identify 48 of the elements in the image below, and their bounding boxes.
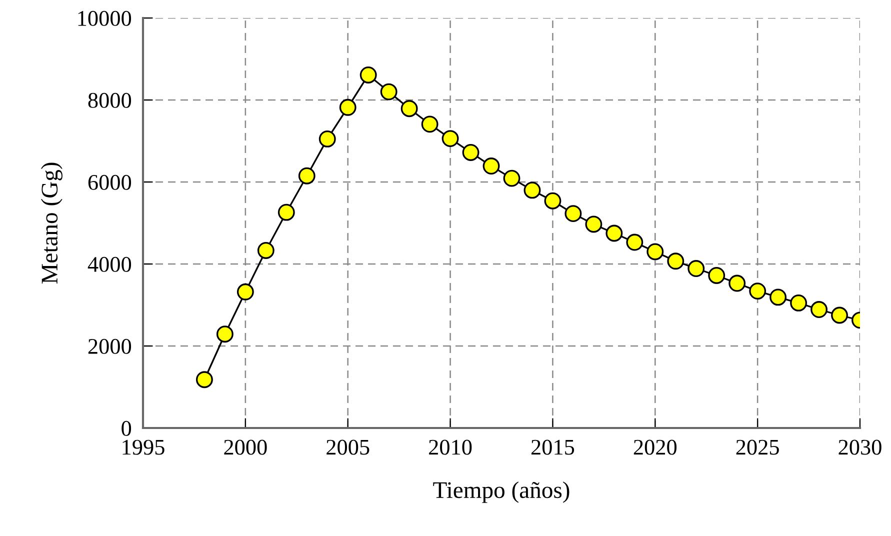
point (606, 224, 623, 242)
point (770, 288, 787, 306)
point (462, 144, 480, 161)
point (196, 371, 213, 388)
point (749, 282, 766, 300)
point (278, 204, 295, 221)
y-tick-label: 10000 (78, 10, 132, 26)
y-tick-label: 0 (122, 420, 132, 436)
point (667, 252, 684, 270)
y-tick-label: 2000 (88, 338, 132, 354)
point (257, 242, 274, 259)
y-tick-label: 4000 (88, 256, 132, 272)
point (339, 98, 356, 116)
point (585, 216, 602, 233)
point (790, 294, 808, 312)
y-axis-title: Metano (Gg) (40, 162, 62, 284)
point (626, 234, 644, 251)
point (216, 326, 234, 343)
point (564, 205, 582, 222)
x-tick-label: 2030 (838, 440, 882, 455)
x-tick-label: 2005 (326, 440, 370, 455)
point (360, 66, 377, 84)
x-tick-label: 2020 (634, 440, 677, 455)
point (442, 130, 459, 148)
point (524, 182, 541, 199)
y-tick-label: 8000 (88, 92, 132, 108)
point (298, 167, 316, 184)
point (810, 301, 828, 318)
point (728, 274, 746, 292)
x-tick-label: 2015 (531, 440, 574, 455)
x-tick-label: 2025 (736, 440, 779, 455)
point (688, 260, 705, 277)
point (646, 243, 664, 260)
point (482, 158, 500, 174)
x-axis-title: Tiempo (años) (433, 481, 570, 503)
x-tick-label: 1995 (122, 440, 164, 455)
point (318, 130, 336, 148)
point (400, 100, 418, 118)
point (503, 170, 520, 187)
x-tick-label: 2010 (429, 440, 472, 455)
point (236, 283, 254, 300)
point (544, 192, 562, 210)
x-tick-label: 2000 (224, 440, 267, 455)
point (421, 116, 438, 133)
point (380, 83, 398, 100)
y-tick-label: 6000 (88, 174, 132, 190)
point (831, 306, 848, 324)
point (708, 267, 726, 284)
